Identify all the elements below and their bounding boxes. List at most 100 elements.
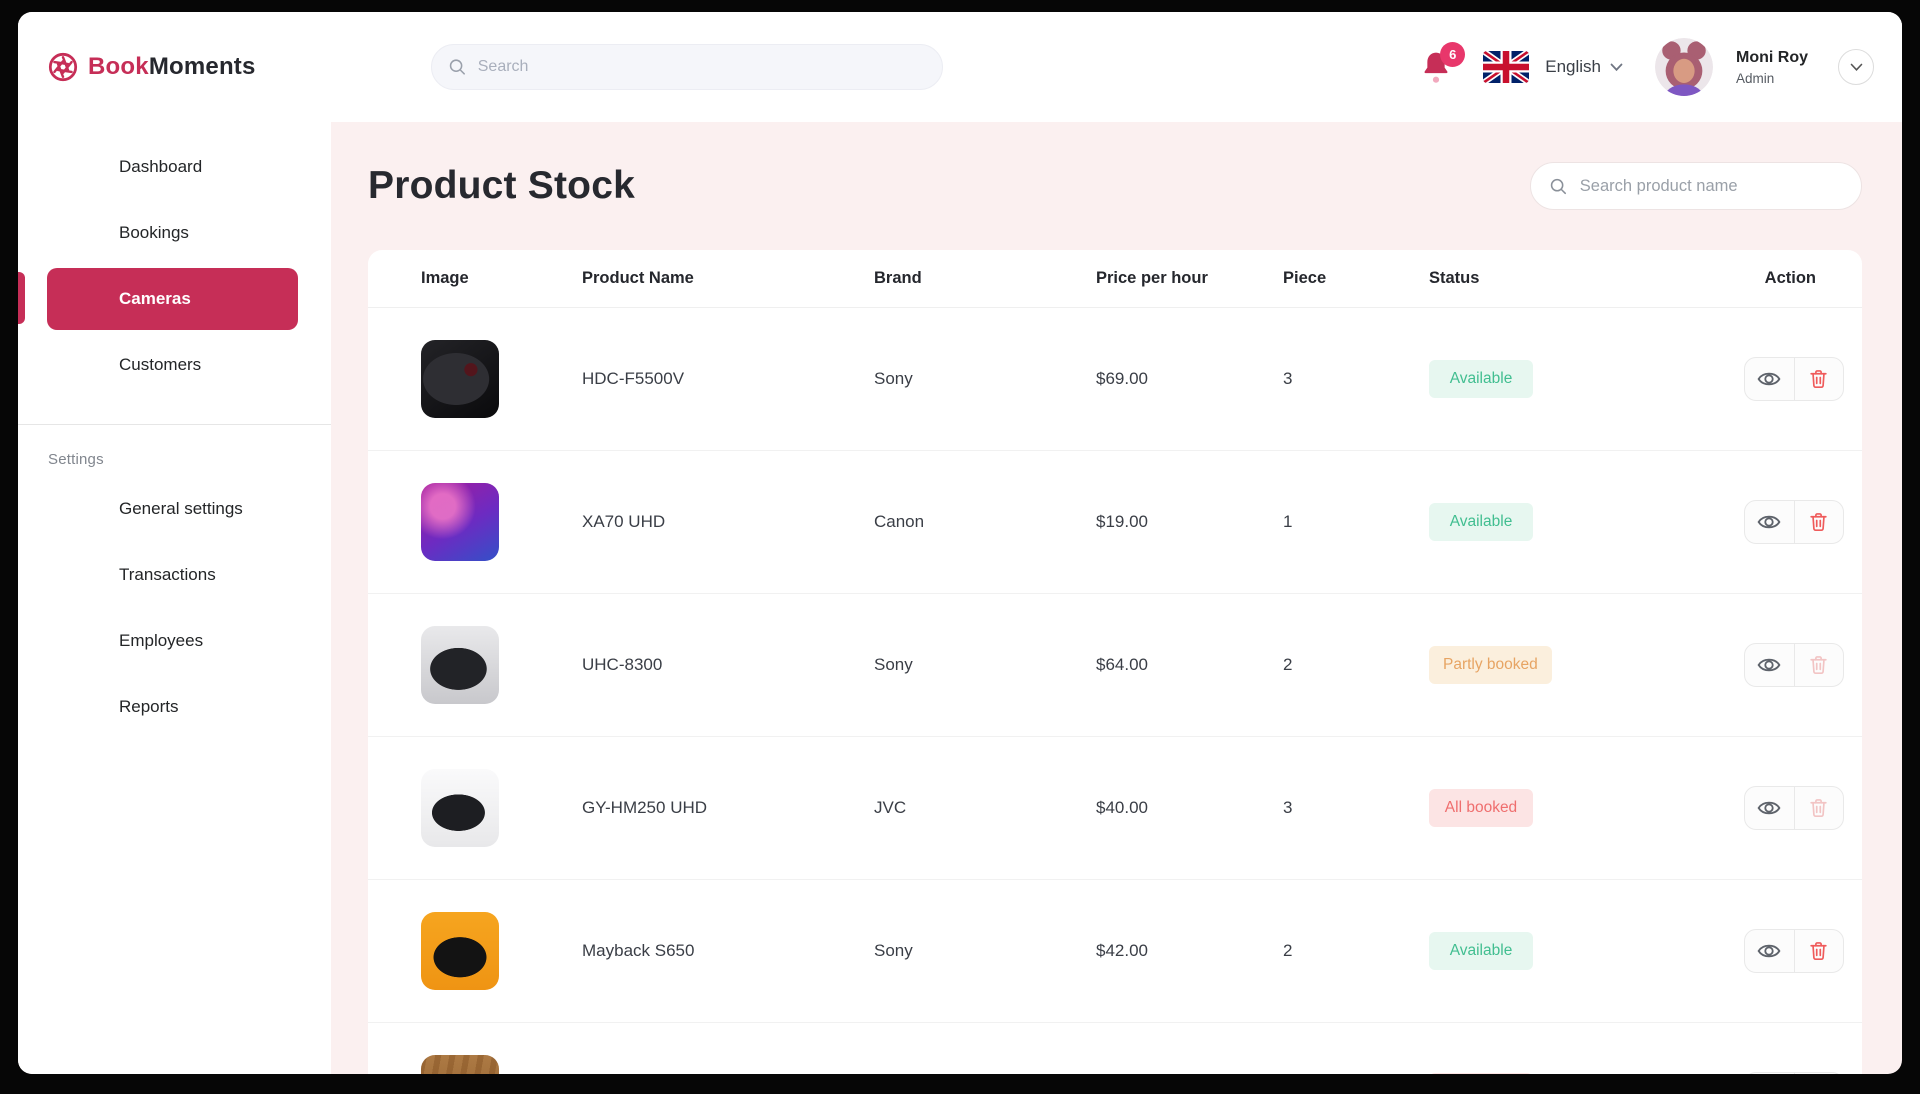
action-group xyxy=(1744,643,1844,687)
column-header-product-name: Product Name xyxy=(582,269,694,287)
brand-logo[interactable]: BookMoments xyxy=(48,52,256,82)
global-search xyxy=(431,44,943,90)
action-group xyxy=(1744,1072,1844,1074)
status-badge xyxy=(1429,1072,1533,1074)
table-row: Mayback S650 Sony $42.00 2 Available xyxy=(368,880,1862,1023)
product-table: Image Product Name Brand Price per hour … xyxy=(368,250,1862,1074)
table-row xyxy=(368,1023,1862,1074)
view-button[interactable] xyxy=(1745,358,1795,400)
product-thumbnail xyxy=(421,912,499,990)
user-info: Moni Roy Admin xyxy=(1736,49,1808,86)
view-button[interactable] xyxy=(1745,930,1795,972)
product-thumbnail xyxy=(421,769,499,847)
top-bar: BookMoments 6 xyxy=(18,12,1902,122)
brand-cell: Sony xyxy=(874,941,913,960)
sidebar-section-label: Settings xyxy=(48,451,104,468)
chevron-down-icon xyxy=(1850,63,1862,71)
avatar[interactable] xyxy=(1655,38,1713,96)
column-header-price: Price per hour xyxy=(1096,269,1208,287)
piece-cell: 3 xyxy=(1283,798,1293,817)
delete-button[interactable] xyxy=(1795,1073,1844,1074)
table-header: Image Product Name Brand Price per hour … xyxy=(368,250,1862,308)
global-search-input[interactable] xyxy=(477,58,926,76)
sidebar-item-reports[interactable]: Reports xyxy=(119,697,179,716)
brand-name: BookMoments xyxy=(88,53,256,80)
notification-dot xyxy=(1433,76,1440,83)
price-cell: $40.00 xyxy=(1096,798,1148,817)
eye-icon xyxy=(1757,944,1781,958)
product-name-cell: Mayback S650 xyxy=(582,941,695,960)
trash-icon xyxy=(1810,799,1827,818)
eye-icon xyxy=(1757,515,1781,529)
app-window: BookMoments 6 xyxy=(18,12,1902,1074)
eye-icon xyxy=(1757,658,1781,672)
delete-button[interactable] xyxy=(1795,930,1844,972)
product-name-cell: GY-HM250 UHD xyxy=(582,798,708,817)
brand-cell: Sony xyxy=(874,369,913,388)
piece-cell: 2 xyxy=(1283,655,1293,674)
action-group xyxy=(1744,500,1844,544)
view-button[interactable] xyxy=(1745,787,1795,829)
action-group xyxy=(1744,357,1844,401)
chevron-down-icon xyxy=(1610,63,1623,71)
table-row: XA70 UHD Canon $19.00 1 Available xyxy=(368,451,1862,594)
language-selector[interactable]: English xyxy=(1545,57,1623,77)
search-icon xyxy=(449,59,465,75)
delete-button[interactable] xyxy=(1795,501,1844,543)
table-row: UHC-8300 Sony $64.00 2 Partly booked xyxy=(368,594,1862,737)
sidebar-item-general-settings[interactable]: General settings xyxy=(119,499,243,518)
main-content: Product Stock Image Product Name Brand P… xyxy=(331,122,1902,1074)
product-search-input[interactable] xyxy=(1579,176,1843,196)
piece-cell: 3 xyxy=(1283,369,1293,388)
language-label: English xyxy=(1545,57,1601,76)
piece-cell: 1 xyxy=(1283,512,1293,531)
status-badge: Partly booked xyxy=(1429,646,1552,684)
sidebar-divider xyxy=(18,424,331,425)
page-title: Product Stock xyxy=(368,164,635,207)
uk-flag-icon[interactable] xyxy=(1483,51,1530,83)
column-header-action: Action xyxy=(1764,269,1816,287)
column-header-piece: Piece xyxy=(1283,269,1327,287)
brand-cell: JVC xyxy=(874,798,907,817)
status-badge: All booked xyxy=(1429,789,1533,827)
action-group xyxy=(1744,786,1844,830)
user-name: Moni Roy xyxy=(1736,48,1808,66)
action-group xyxy=(1744,929,1844,973)
view-button[interactable] xyxy=(1745,644,1795,686)
delete-button[interactable] xyxy=(1795,787,1844,829)
notifications-button[interactable]: 6 xyxy=(1421,42,1466,84)
status-badge: Available xyxy=(1429,932,1533,970)
view-button[interactable] xyxy=(1745,1073,1795,1074)
notification-count-badge: 6 xyxy=(1440,42,1466,67)
sidebar-item-customers[interactable]: Customers xyxy=(119,355,202,374)
price-cell: $19.00 xyxy=(1096,512,1148,531)
product-name-cell: XA70 UHD xyxy=(582,512,666,531)
user-role: Admin xyxy=(1736,70,1775,86)
table-row: GY-HM250 UHD JVC $40.00 3 All booked xyxy=(368,737,1862,880)
sidebar-item-dashboard[interactable]: Dashboard xyxy=(119,157,203,176)
sidebar: Dashboard Bookings Cameras Customers Set… xyxy=(18,122,331,1074)
table-row: HDC-F5500V Sony $69.00 3 Available xyxy=(368,308,1862,451)
brand-cell: Sony xyxy=(874,655,913,674)
brand-cell: Canon xyxy=(874,512,925,531)
product-thumbnail xyxy=(421,1055,499,1074)
table-body: HDC-F5500V Sony $69.00 3 Available xyxy=(368,308,1862,1074)
product-thumbnail xyxy=(421,626,499,704)
sidebar-item-bookings[interactable]: Bookings xyxy=(119,223,189,242)
product-name-cell: HDC-F5500V xyxy=(582,369,685,388)
piece-cell: 2 xyxy=(1283,941,1293,960)
profile-menu-button[interactable] xyxy=(1838,49,1874,85)
sidebar-item-transactions[interactable]: Transactions xyxy=(119,565,216,584)
sidebar-item-cameras[interactable]: Cameras xyxy=(47,268,298,330)
top-right-cluster: 6 English xyxy=(1421,38,1902,96)
trash-icon xyxy=(1810,942,1827,961)
delete-button[interactable] xyxy=(1795,358,1844,400)
column-header-image: Image xyxy=(421,269,469,287)
view-button[interactable] xyxy=(1745,501,1795,543)
sidebar-item-employees[interactable]: Employees xyxy=(119,631,204,650)
delete-button[interactable] xyxy=(1795,644,1844,686)
eye-icon xyxy=(1757,372,1781,386)
status-badge: Available xyxy=(1429,360,1533,398)
product-thumbnail xyxy=(421,340,499,418)
